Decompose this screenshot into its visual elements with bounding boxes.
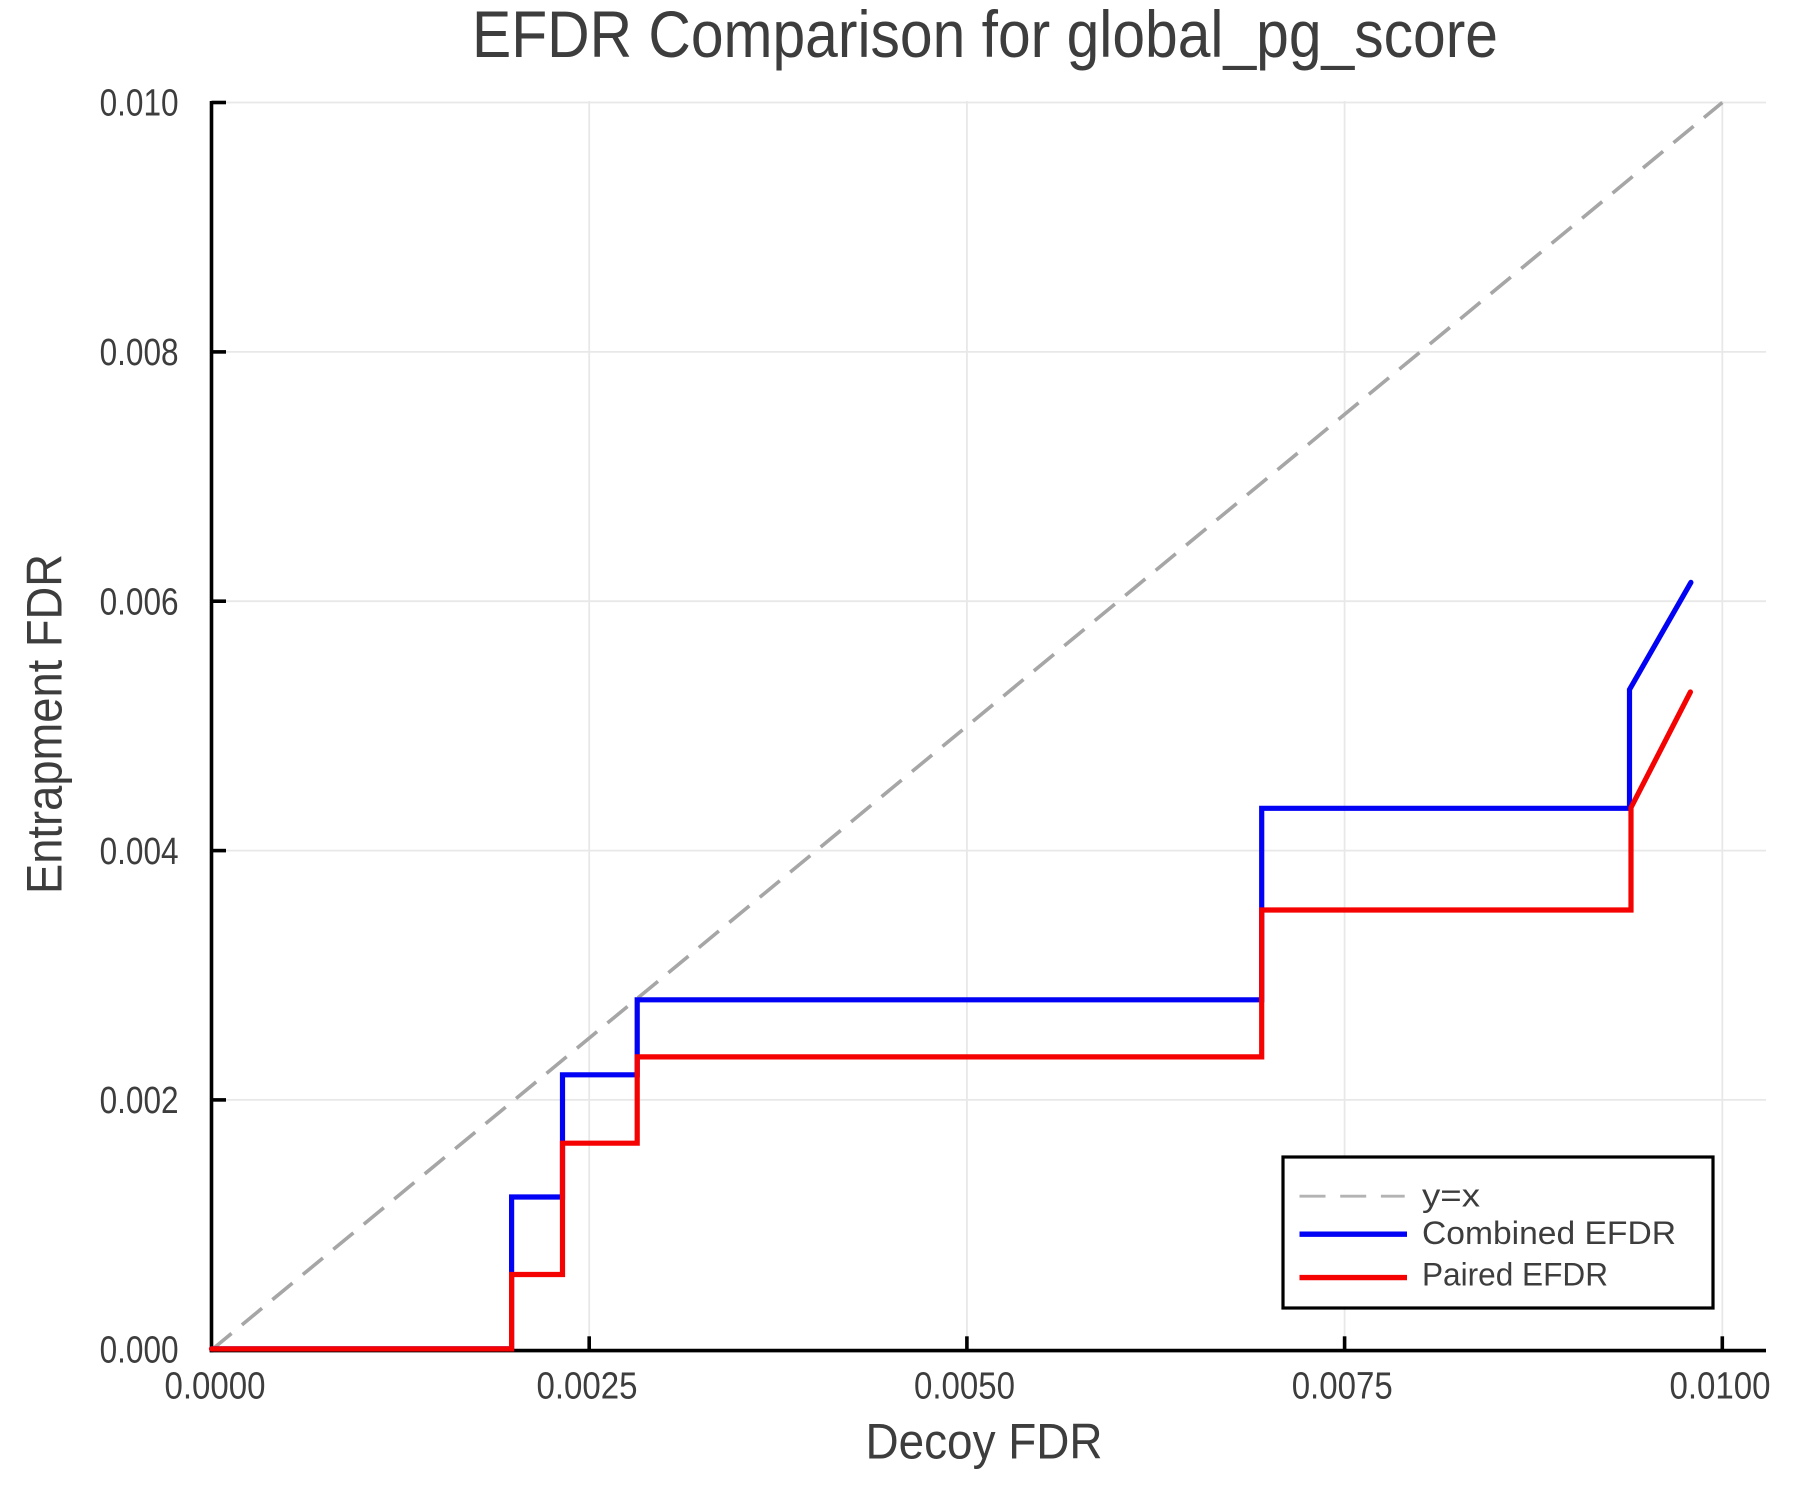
svg-text:0.0075: 0.0075 — [1292, 1366, 1393, 1408]
svg-text:0.004: 0.004 — [100, 831, 179, 873]
svg-text:0.0100: 0.0100 — [1670, 1366, 1771, 1408]
svg-text:EFDR Comparison for global_pg_: EFDR Comparison for global_pg_score — [472, 0, 1498, 71]
svg-text:0.000: 0.000 — [100, 1330, 179, 1372]
svg-text:0.0025: 0.0025 — [537, 1366, 638, 1408]
svg-text:0.008: 0.008 — [100, 332, 179, 374]
svg-text:Paired EFDR: Paired EFDR — [1422, 1256, 1608, 1292]
svg-text:Entrapment FDR: Entrapment FDR — [17, 554, 73, 894]
svg-text:0.010: 0.010 — [100, 83, 179, 125]
svg-text:Decoy FDR: Decoy FDR — [866, 1414, 1103, 1470]
svg-text:y=x: y=x — [1422, 1178, 1480, 1214]
svg-text:0.006: 0.006 — [100, 581, 179, 623]
svg-text:0.002: 0.002 — [100, 1080, 179, 1122]
svg-text:Combined EFDR: Combined EFDR — [1422, 1215, 1676, 1251]
svg-text:0.0050: 0.0050 — [914, 1366, 1015, 1408]
svg-text:0.0000: 0.0000 — [165, 1366, 266, 1408]
